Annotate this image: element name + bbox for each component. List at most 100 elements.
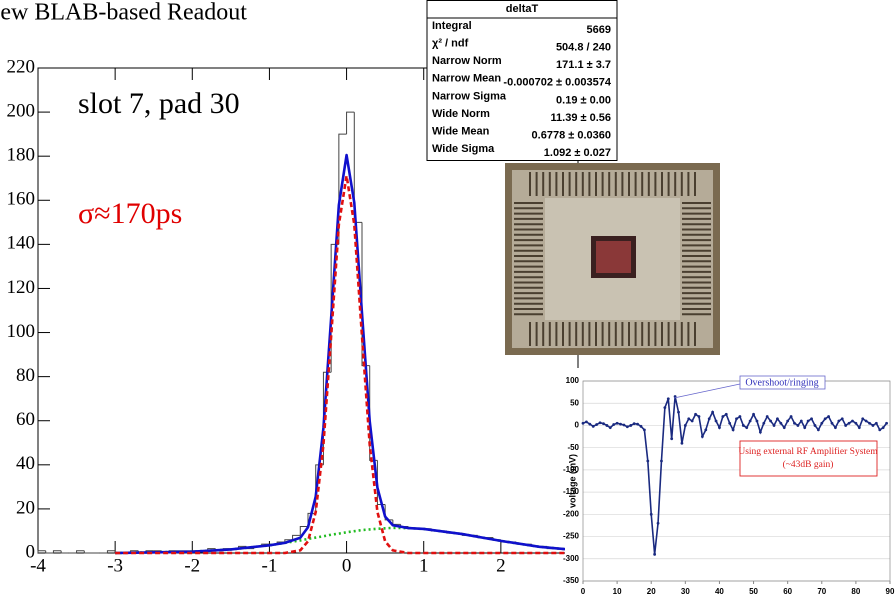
y-tick-label: 100: [7, 321, 36, 342]
data-point: [735, 417, 738, 421]
data-point: [721, 415, 725, 418]
histogram-bin: [106, 550, 116, 553]
data-point: [874, 421, 878, 425]
stats-label: Narrow Mean: [432, 73, 501, 85]
stats-label: Narrow Norm: [432, 55, 502, 67]
data-point: [827, 415, 830, 418]
data-point: [581, 421, 585, 425]
data-point: [786, 419, 790, 423]
y-tick-label: 140: [7, 233, 36, 254]
data-point: [861, 417, 865, 421]
y-tick-label: 60: [16, 409, 35, 430]
y-tick-label: 20: [16, 497, 35, 518]
y-tick-label: -50: [567, 443, 579, 452]
data-point: [666, 397, 670, 401]
data-point: [776, 417, 779, 421]
y-tick-label: -200: [563, 509, 580, 518]
x-tick-label: 90: [886, 587, 895, 596]
data-point: [697, 415, 701, 418]
data-point: [748, 419, 752, 423]
y-tick-label: -150: [563, 487, 580, 496]
data-point: [793, 421, 796, 425]
data-point: [799, 419, 803, 423]
data-point: [660, 459, 663, 463]
data-point: [690, 419, 694, 423]
data-point: [649, 512, 653, 516]
chip-pins: [514, 172, 711, 346]
data-point: [847, 421, 851, 425]
x-tick-label: 0: [342, 555, 352, 576]
data-point: [643, 428, 646, 432]
data-point: [711, 410, 715, 414]
data-point: [844, 424, 848, 427]
histogram-bin: [52, 550, 62, 553]
stats-label: χ² / ndf: [432, 38, 469, 50]
stats-value: 504.8 / 240: [556, 42, 611, 54]
data-point: [625, 425, 629, 429]
data-point: [585, 420, 588, 424]
stats-value: 5669: [587, 24, 611, 36]
y-tick-label: 50: [570, 398, 579, 407]
data-point: [677, 410, 680, 414]
x-tick-label: 40: [715, 587, 724, 596]
histogram-bin: [45, 550, 54, 554]
x-tick-label: 80: [851, 587, 860, 596]
data-point: [830, 421, 834, 425]
y-tick-label: 200: [7, 100, 36, 121]
histogram-bin: [76, 550, 85, 553]
stats-value: 171.1 ± 3.7: [556, 59, 611, 71]
data-point: [840, 417, 844, 421]
data-point: [738, 415, 742, 418]
x-tick-label: 70: [817, 587, 826, 596]
data-point: [595, 423, 599, 426]
annotation: slot 7, pad 30: [78, 87, 240, 120]
histogram-bin: [392, 519, 401, 525]
y-tick-label: 120: [7, 277, 36, 298]
data-point: [823, 417, 827, 421]
x-tick-label: -2: [184, 555, 200, 576]
y-axis-label: voltage (mV): [567, 454, 577, 508]
y-tick-label: -100: [563, 465, 580, 474]
data-point: [878, 428, 882, 432]
histogram-bin: [346, 111, 355, 135]
data-point: [612, 423, 616, 426]
annotation: Overshoot/ringing: [745, 377, 818, 388]
data-point: [591, 424, 595, 428]
stats-value: 0.6778 ± 0.0360: [532, 130, 611, 142]
data-point: [602, 422, 605, 426]
histogram-bin: [37, 550, 46, 553]
data-point: [700, 435, 704, 438]
y-tick-label: 40: [16, 453, 35, 474]
data-point: [885, 421, 888, 425]
data-point: [789, 415, 793, 418]
x-tick-label: 2: [496, 555, 506, 576]
annotation-arrow: [673, 383, 741, 399]
data-point: [871, 424, 875, 427]
data-point: [803, 426, 807, 430]
data-point: [779, 421, 783, 425]
data-point: [663, 406, 667, 410]
stats-box: [426, 0, 618, 161]
annotation: Using external RF Amplifier System: [738, 446, 878, 457]
y-tick-label: -250: [563, 532, 580, 541]
data-point: [810, 417, 813, 421]
data-point: [782, 426, 786, 430]
data-point: [806, 419, 810, 423]
data-point: [680, 441, 684, 445]
data-point: [724, 412, 728, 416]
data-point: [741, 424, 745, 427]
data-point: [857, 426, 861, 430]
data-point: [683, 424, 687, 427]
data-point: [598, 421, 602, 425]
data-point: [653, 552, 657, 556]
data-point: [605, 424, 609, 427]
data-point: [670, 437, 674, 441]
stats-label: Wide Norm: [432, 108, 490, 120]
data-point: [656, 521, 660, 525]
data-point: [762, 421, 766, 425]
data-point: [629, 424, 633, 427]
x-tick-label: -1: [262, 555, 278, 576]
data-point: [837, 419, 841, 423]
